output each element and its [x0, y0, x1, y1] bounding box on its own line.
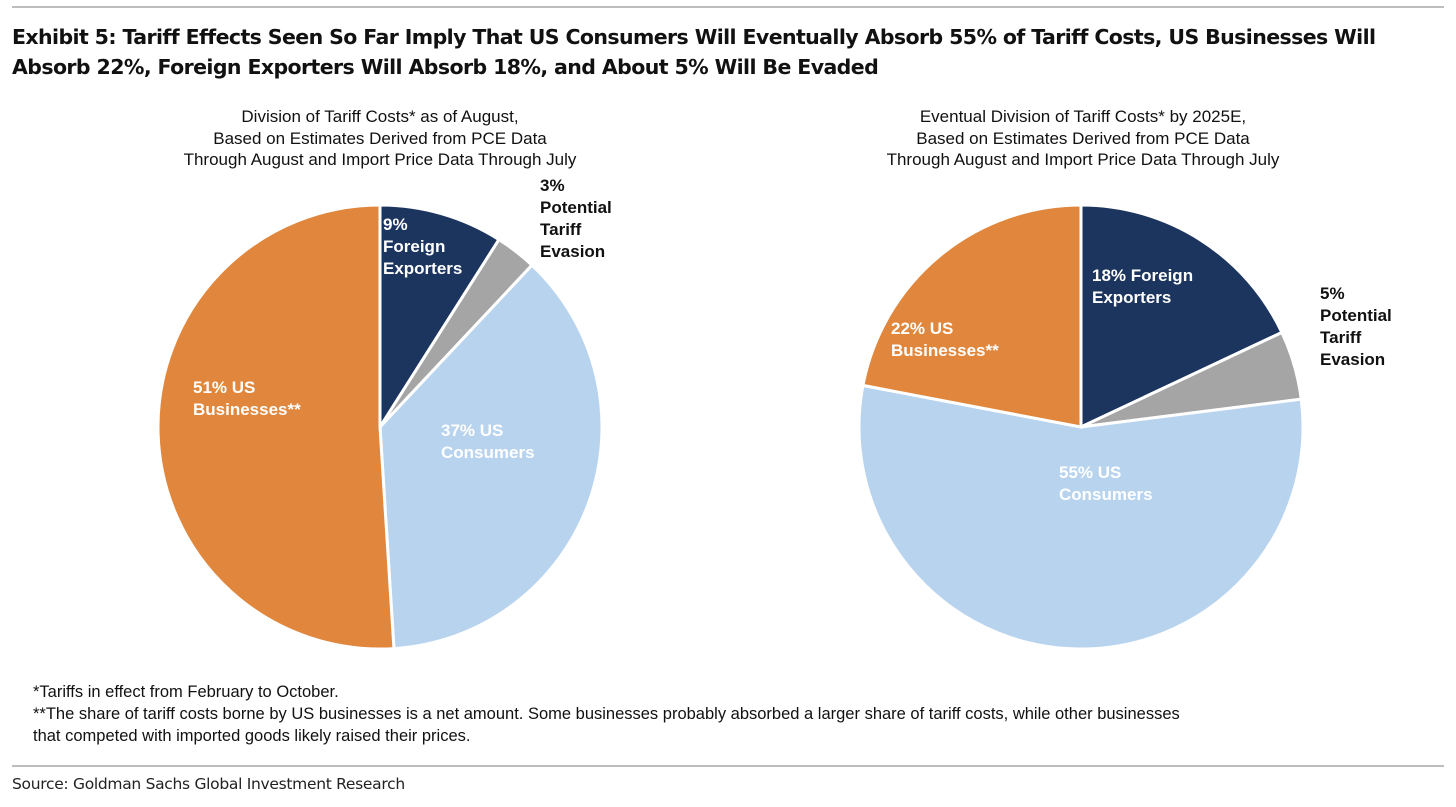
title-line: Through August and Import Price Data Thr…	[886, 150, 1280, 169]
label-us-consumers: 55% US Consumers	[1059, 463, 1153, 504]
pie-slice-foreign	[378, 203, 502, 433]
label-us-businesses: 22% US Businesses**	[891, 319, 999, 360]
right-chart-title: Eventual Division of Tariff Costs* by 20…	[803, 106, 1363, 171]
bottom-divider	[12, 765, 1444, 767]
pie-slice-consumers	[378, 263, 604, 651]
title-line: Through August and Import Price Data Thr…	[183, 150, 577, 169]
left-chart-title: Division of Tariff Costs* as of August, …	[100, 106, 660, 171]
title-line: Based on Estimates Derived from PCE Data	[213, 128, 547, 148]
pie-slice-foreign	[1079, 203, 1284, 430]
top-divider	[12, 6, 1444, 8]
source-line: Source: Goldman Sachs Global Investment …	[12, 775, 405, 793]
label-tariff-evasion: 3% Potential Tariff Evasion	[540, 176, 612, 261]
footnote: **The share of tariff costs borne by US …	[33, 705, 1180, 723]
label-us-businesses: 51% US Businesses**	[193, 378, 301, 419]
footnote: that competed with imported goods likely…	[33, 727, 471, 745]
label-tariff-evasion: 5% Potential Tariff Evasion	[1320, 284, 1392, 369]
footnote: *Tariffs in effect from February to Octo…	[33, 683, 339, 701]
label-foreign-exporters: 9% Foreign Exporters	[383, 215, 463, 278]
title-line: Eventual Division of Tariff Costs* by 20…	[919, 107, 1247, 126]
title-line: Division of Tariff Costs* as of August,	[241, 107, 519, 126]
title-line: Based on Estimates Derived from PCE Data	[916, 128, 1250, 148]
label-foreign-exporters: 18% Foreign Exporters	[1092, 266, 1194, 307]
exhibit-title: Exhibit 5: Tariff Effects Seen So Far Im…	[12, 25, 1376, 79]
pie-slice-businesses	[156, 203, 396, 651]
pie-slice-consumers	[857, 383, 1305, 651]
footnotes: *Tariffs in effect from February to Octo…	[33, 681, 1433, 747]
pie-slice-businesses	[861, 203, 1083, 429]
label-us-consumers: 37% US Consumers	[441, 421, 535, 462]
